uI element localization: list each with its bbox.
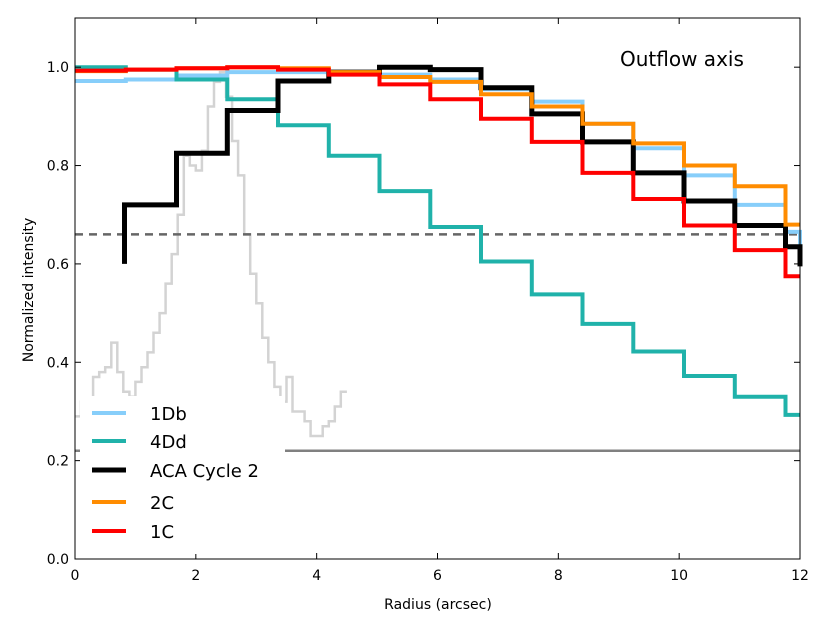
beam-profile-layer xyxy=(75,70,347,438)
y-tick-label: 0.8 xyxy=(47,159,69,175)
x-tick-label: 0 xyxy=(71,568,80,584)
beam-profile xyxy=(75,70,347,438)
x-tick-label: 12 xyxy=(791,568,809,584)
y-tick-label: 1.0 xyxy=(47,60,69,76)
series-1c xyxy=(75,65,800,279)
y-tick-label: 0.0 xyxy=(47,552,69,568)
annotation-outflow-axis: Outflow axis xyxy=(620,47,744,71)
series-layer xyxy=(75,64,803,417)
legend-background xyxy=(80,396,285,554)
y-tick-label: 0.6 xyxy=(47,257,69,273)
y-tick-label: 0.2 xyxy=(47,454,69,470)
y-tick-label: 0.4 xyxy=(47,355,69,371)
legend-label-1c: 1C xyxy=(150,522,174,543)
x-tick-label: 4 xyxy=(312,568,321,584)
ticks-layer: 0 2 4 6 8 10 12 0.0 0.2 0.4 0.6 0.8 1.0 xyxy=(47,18,809,584)
x-tick-label: 6 xyxy=(433,568,442,584)
legend-label-1db: 1Db xyxy=(150,404,187,425)
y-axis-label: Normalized intensity xyxy=(21,218,37,363)
legend: 1Db 4Dd ACA Cycle 2 2C 1C xyxy=(80,396,285,554)
legend-label-4dd: 4Dd xyxy=(150,432,187,453)
x-tick-label: 8 xyxy=(554,568,563,584)
series-aca-cycle-2 xyxy=(122,64,803,267)
x-tick-label: 2 xyxy=(191,568,200,584)
legend-label-aca-cycle-2: ACA Cycle 2 xyxy=(150,461,259,482)
x-axis-label: Radius (arcsec) xyxy=(384,597,492,613)
series-4dd xyxy=(75,65,800,417)
legend-label-2c: 2C xyxy=(150,493,174,514)
x-tick-label: 10 xyxy=(670,568,688,584)
